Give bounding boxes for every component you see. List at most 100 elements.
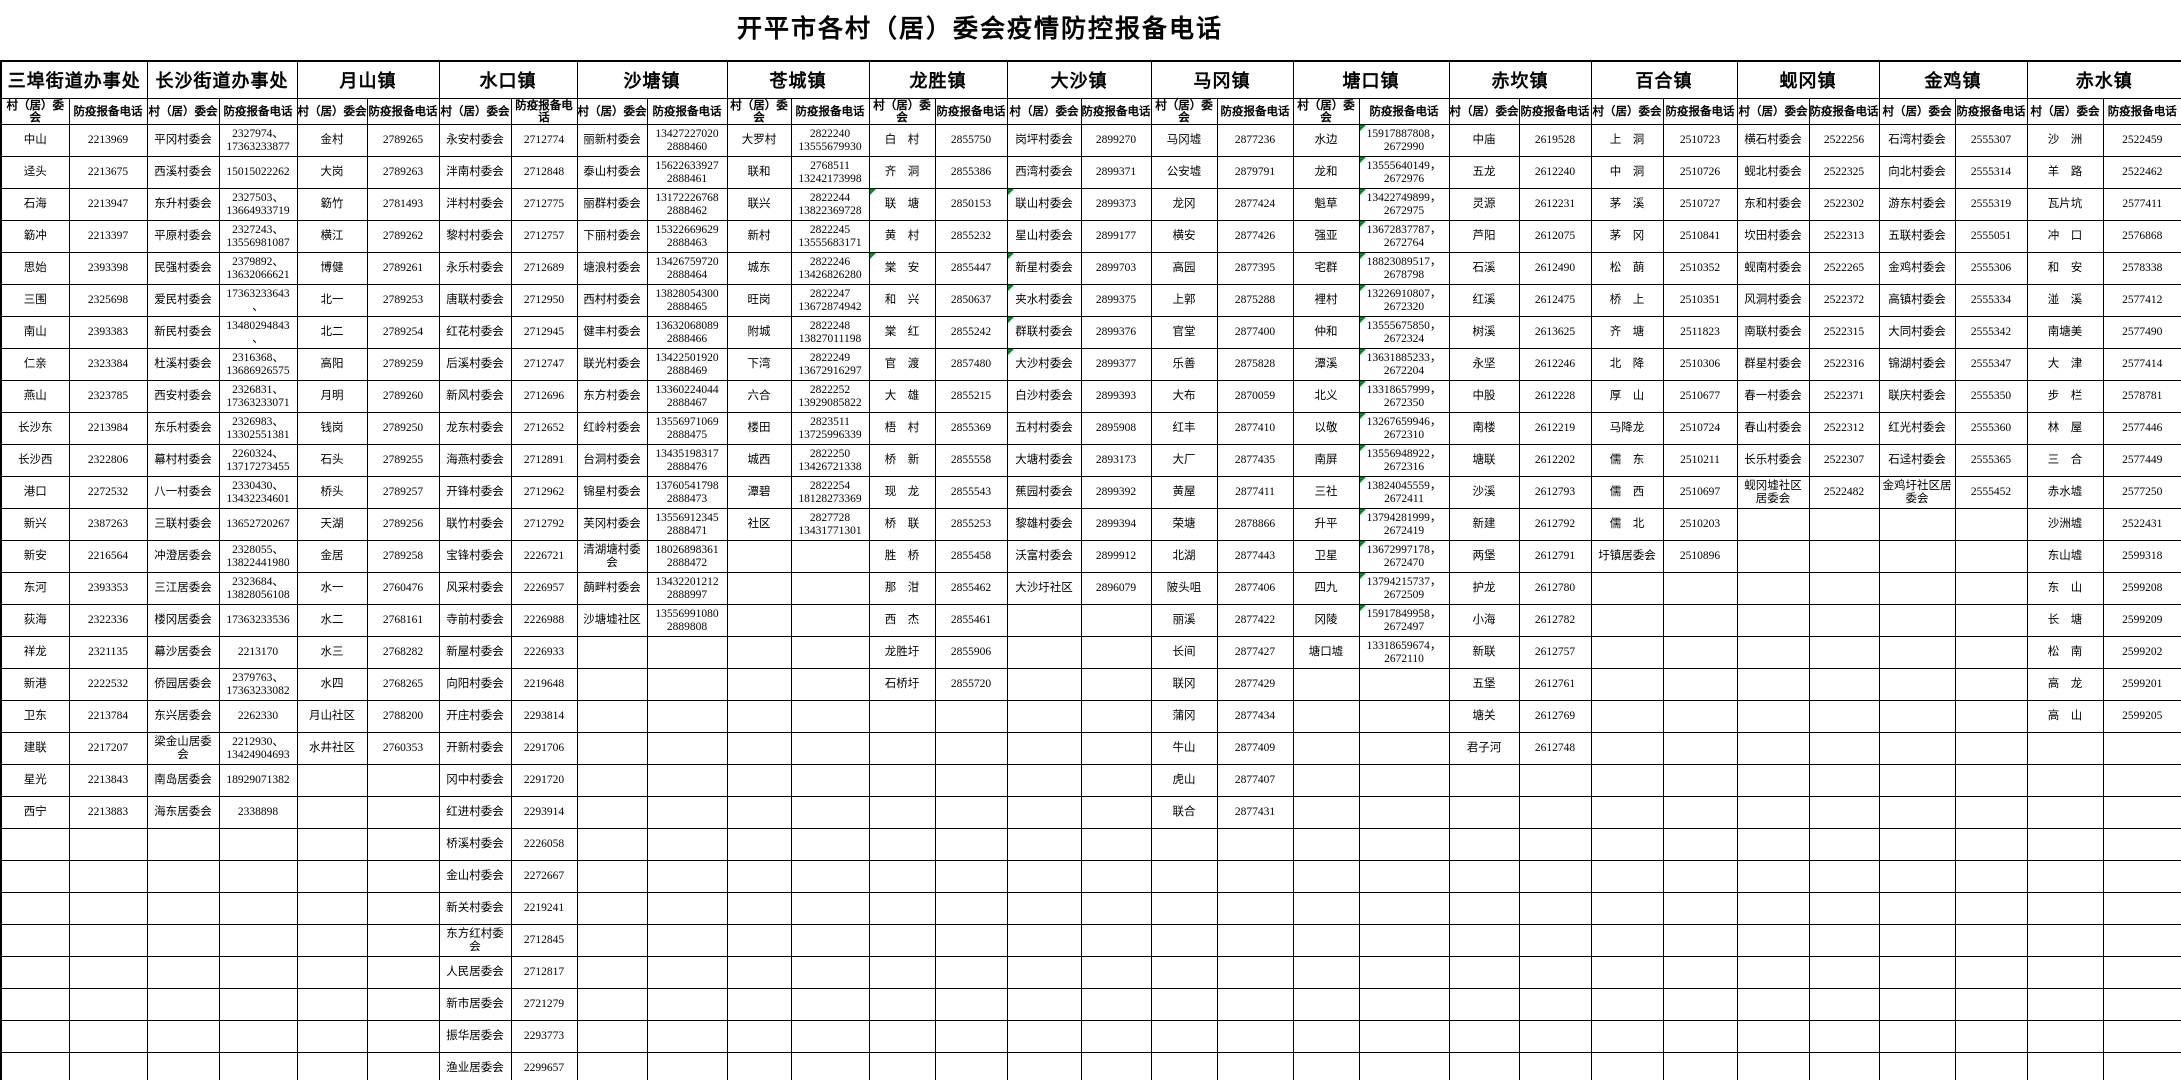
village-name-cell: 北 降 [1590, 348, 1664, 381]
village-name-cell: 官堂 [1150, 316, 1218, 349]
village-name-cell [1448, 828, 1520, 861]
phone-number-cell: 2712775 [510, 188, 578, 221]
phone-number-cell [790, 604, 870, 637]
phone-number-cell: 2855242 [934, 316, 1008, 349]
village-name-cell [868, 700, 936, 733]
village-name-cell: 东方村委会 [576, 380, 648, 413]
phone-number-cell [790, 540, 870, 573]
village-name-cell [1292, 732, 1360, 765]
phone-number-cell [934, 988, 1008, 1021]
phone-number-cell [1216, 892, 1294, 925]
village-name-cell: 红光村委会 [1878, 412, 1956, 445]
phone-number-cell [1216, 956, 1294, 989]
phone-number-cell [68, 1052, 148, 1080]
village-name-cell: 锦湖村委会 [1878, 348, 1956, 381]
village-name-cell: 沙溪 [1448, 476, 1520, 509]
village-name-cell [576, 700, 648, 733]
phone-column-header: 防疫报备电话 [1662, 98, 1738, 125]
phone-number-cell: 2555350 [1954, 380, 2028, 413]
village-name-cell: 社区 [726, 508, 792, 541]
phone-number-cell: 2612075 [1518, 220, 1592, 253]
village-name-cell [1448, 1020, 1520, 1053]
village-name-cell: 西宁 [0, 796, 70, 829]
village-name-cell: 两堡 [1448, 540, 1520, 573]
phone-number-cell [646, 924, 728, 957]
village-name-cell: 棠 安 [868, 252, 936, 285]
phone-number-cell: 2387263 [68, 508, 148, 541]
phone-number-cell: 2877407 [1216, 764, 1294, 797]
village-name-cell [868, 1020, 936, 1053]
village-name-cell [296, 860, 368, 893]
phone-number-cell: 2291720 [510, 764, 578, 797]
village-name-cell: 长间 [1150, 636, 1218, 669]
village-name-cell: 三江居委会 [146, 572, 220, 605]
village-name-cell: 冈中村委会 [438, 764, 512, 797]
phone-number-cell: 2217207 [68, 732, 148, 765]
phone-number-cell: 13556971069 2888475 [646, 412, 728, 445]
village-name-cell: 龙胜圩 [868, 636, 936, 669]
phone-number-cell: 2893173 [1080, 444, 1152, 477]
village-name-cell: 裡村 [1292, 284, 1360, 317]
phone-number-cell: 2323785 [68, 380, 148, 413]
phone-number-cell: 2330430、 13432234601 [218, 476, 298, 509]
village-name-cell: 中山 [0, 124, 70, 157]
phone-number-cell [1080, 892, 1152, 925]
phone-number-cell: 2393353 [68, 572, 148, 605]
village-name-cell: 五龙 [1448, 156, 1520, 189]
village-name-cell: 齐 洞 [868, 156, 936, 189]
phone-number-cell: 2213675 [68, 156, 148, 189]
village-name-cell: 胜 桥 [868, 540, 936, 573]
village-name-cell [0, 924, 70, 957]
name-column-header: 村（居）委会 [1006, 98, 1082, 125]
phone-number-cell [1662, 764, 1738, 797]
phone-number-cell: 2522315 [1808, 316, 1880, 349]
town-header: 大沙镇 [1006, 60, 1152, 99]
phone-number-cell: 13427227020 2888460 [646, 124, 728, 157]
phone-number-cell [646, 956, 728, 989]
village-name-cell: 马冈墟 [1150, 124, 1218, 157]
table-row: 长沙西 2322806 幕村村委会 2260324、 13717273455 石头 278… [0, 444, 2181, 477]
phone-number-cell: 2612202 [1518, 444, 1592, 477]
phone-number-cell: 13360224044 2888467 [646, 380, 728, 413]
phone-number-cell [1954, 700, 2028, 733]
village-name-cell: 群星村委会 [1736, 348, 1810, 381]
village-name-cell [726, 1020, 792, 1053]
village-name-cell [576, 796, 648, 829]
phone-number-cell: 17363233643 、 [218, 284, 298, 317]
village-name-cell: 下湾 [726, 348, 792, 381]
village-name-cell [1590, 636, 1664, 669]
phone-number-cell: 2712792 [510, 508, 578, 541]
phone-number-cell [1662, 828, 1738, 861]
phone-number-cell: 2522302 [1808, 188, 1880, 221]
phone-number-cell: 15917887808， 2672990 [1358, 124, 1450, 157]
town-header: 赤水镇 [2026, 60, 2181, 99]
phone-number-cell [1662, 988, 1738, 1021]
village-name-cell [1292, 700, 1360, 733]
village-name-cell [576, 636, 648, 669]
table-row: 思始 2393398 民强村委会 2379892、 13632066621 博健 2789… [0, 252, 2181, 285]
phone-number-cell: 2226058 [510, 828, 578, 861]
phone-number-cell: 2899177 [1080, 220, 1152, 253]
village-name-cell [1292, 860, 1360, 893]
phone-number-cell [1808, 572, 1880, 605]
phone-number-cell: 2613625 [1518, 316, 1592, 349]
village-name-cell: 大罗村 [726, 124, 792, 157]
village-name-cell: 棠 红 [868, 316, 936, 349]
village-name-cell: 卫星 [1292, 540, 1360, 573]
phone-number-cell: 2522307 [1808, 444, 1880, 477]
phone-number-cell: 13432201212 2888997 [646, 572, 728, 605]
phone-number-cell: 2877409 [1216, 732, 1294, 765]
phone-number-cell [2102, 924, 2181, 957]
phone-number-cell [1808, 540, 1880, 573]
phone-number-cell: 2272667 [510, 860, 578, 893]
table-row: 新兴 2387263 三联村委会 13652720267 天湖 2789256 联竹村委会 2… [0, 508, 2181, 541]
phone-number-cell: 2316368、 13686926575 [218, 348, 298, 381]
phone-number-cell: 2822246 13426826280 [790, 252, 870, 285]
village-name-cell: 水一 [296, 572, 368, 605]
phone-number-cell [366, 1052, 440, 1080]
village-name-cell [576, 764, 648, 797]
phone-column-header: 防疫报备电话 [510, 98, 578, 125]
village-name-cell: 松 南 [2026, 636, 2104, 669]
village-name-cell: 冲 口 [2026, 220, 2104, 253]
phone-number-cell: 2323384 [68, 348, 148, 381]
